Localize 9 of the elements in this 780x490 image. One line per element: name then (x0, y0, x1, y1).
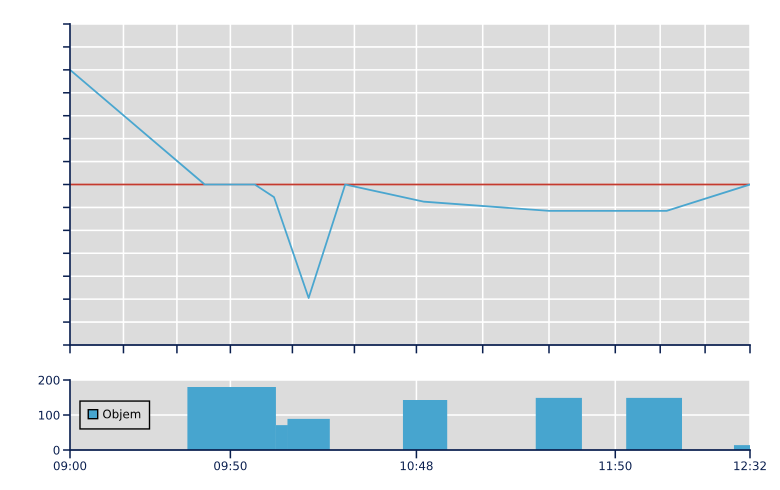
y-tick-label: 200 (38, 376, 60, 385)
x-tick-label: 09:50 (214, 461, 247, 470)
x-tick-label: 09:00 (54, 461, 86, 470)
x-tick-label: 11:50 (600, 461, 632, 470)
y-tick-label: 0 (54, 446, 60, 455)
legend-label: Objem (103, 409, 140, 421)
x-tick-label: 12:32 (734, 461, 766, 470)
x-tick-label: 10:48 (400, 461, 433, 470)
y-tick-label: 100 (39, 410, 60, 420)
